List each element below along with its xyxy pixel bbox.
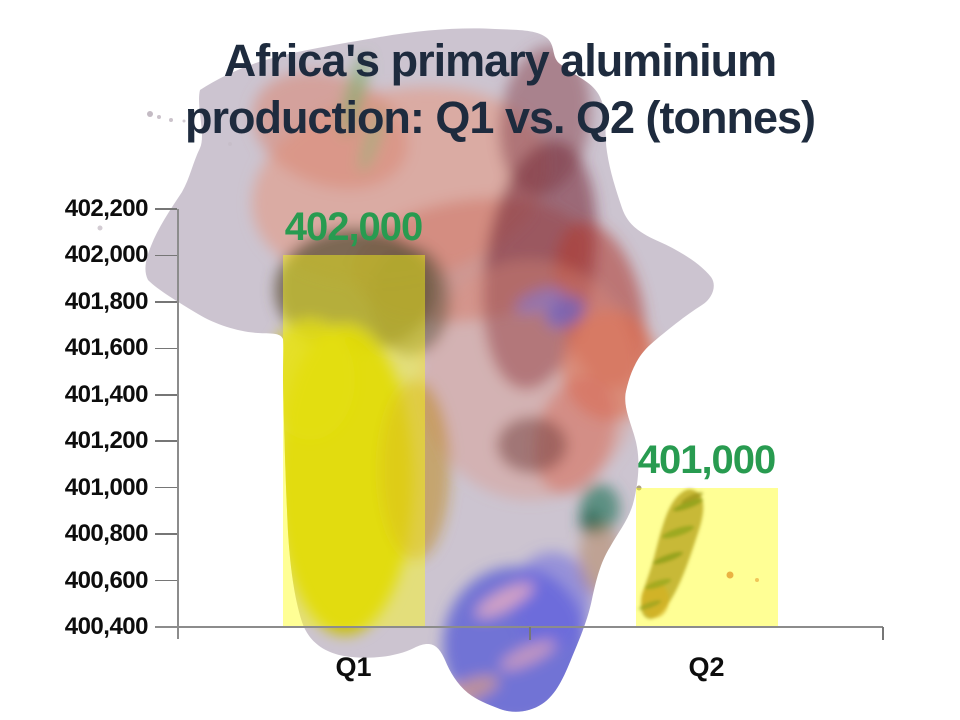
y-tick-label: 400,400	[64, 613, 149, 640]
y-tick-label: 402,000	[64, 241, 149, 269]
x-tick-mark	[529, 627, 531, 640]
y-tick-mark	[155, 533, 177, 535]
y-tick-label: 401,400	[64, 380, 149, 408]
y-tick-label: 400,600	[64, 566, 149, 594]
y-tick-label: 401,000	[64, 473, 149, 501]
y-tick-label: 401,600	[64, 334, 149, 362]
y-tick-mark	[155, 254, 177, 257]
chart-title-line1: Africa's primary aluminium	[223, 35, 777, 86]
value-label-q1: 402,000	[284, 205, 424, 250]
bar-q1	[282, 255, 425, 627]
y-tick-mark	[155, 301, 177, 303]
bar-q2	[635, 487, 778, 627]
x-tick-mark	[882, 627, 884, 640]
chart-title-line2: production: Q1 vs. Q2 (tonnes)	[184, 92, 816, 143]
chart-title: Africa's primary aluminium production: Q…	[40, 32, 960, 146]
paint-speckles	[97, 111, 759, 582]
x-category-label-q2: Q2	[688, 652, 725, 682]
y-tick-mark	[155, 394, 177, 396]
y-tick-mark	[155, 347, 177, 350]
y-tick-mark	[155, 486, 177, 489]
y-axis-line	[177, 209, 179, 639]
x-category-label-q1: Q1	[335, 652, 372, 682]
y-tick-label: 400,800	[64, 520, 149, 548]
y-tick-label: 401,800	[64, 287, 149, 315]
paint-strokes	[251, 45, 658, 712]
madagascar-island	[638, 489, 704, 619]
y-tick-mark	[155, 579, 177, 582]
y-tick-label: 401,200	[64, 427, 149, 455]
y-tick-mark	[155, 208, 177, 210]
y-tick-label: 402,200	[64, 195, 149, 222]
y-tick-mark	[155, 440, 177, 442]
value-label-q2: 401,000	[637, 437, 777, 482]
x-axis-line	[155, 626, 883, 628]
